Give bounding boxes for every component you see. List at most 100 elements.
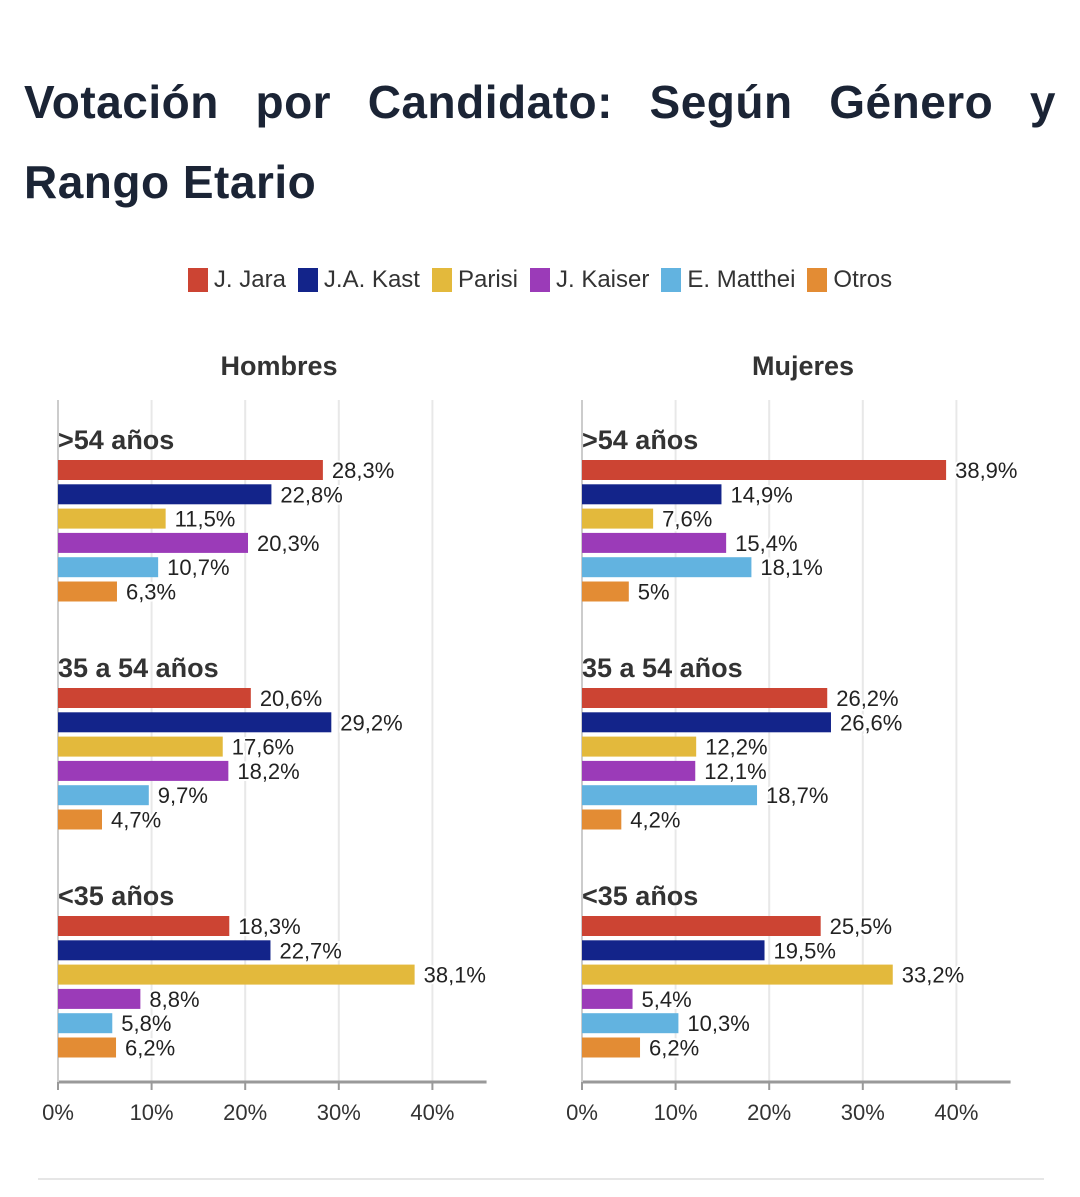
bar [582, 760, 696, 781]
data-label: 8,8% [149, 987, 199, 1012]
data-label: 18,2% [237, 759, 299, 784]
x-tick-label: 0% [42, 1100, 74, 1125]
bar [58, 988, 141, 1009]
bar [582, 532, 727, 553]
data-label: 25,5% [830, 914, 892, 939]
legend-label: E. Matthei [687, 266, 796, 293]
data-label: 6,3% [126, 580, 176, 605]
group-label: >54 años [58, 425, 174, 455]
data-label: 10,3% [687, 1011, 749, 1036]
bar [582, 964, 893, 985]
data-label: 22,8% [280, 482, 342, 507]
data-label: 33,2% [902, 963, 964, 988]
bar [582, 1037, 641, 1058]
data-label: 4,2% [630, 808, 680, 833]
x-tick-label: 20% [223, 1100, 267, 1125]
bar [58, 460, 323, 480]
data-label: 19,5% [774, 938, 836, 963]
bar [58, 688, 251, 708]
bar [58, 916, 230, 936]
legend: J. Jara J.A. Kast Parisi J. Kaiser E. Matthe… [0, 266, 1080, 294]
bar [582, 940, 765, 961]
legend-item: J.A. Kast [297, 266, 420, 294]
legend-item: E. Matthei [661, 266, 795, 294]
legend-label: Otros [833, 266, 893, 293]
bar [58, 1037, 117, 1058]
bar [582, 785, 758, 806]
x-tick-label: 30% [317, 1100, 361, 1125]
data-label: 17,6% [232, 735, 294, 760]
legend-item: J. Kaiser [529, 266, 650, 294]
chart-title: Votación por Candidato: Según Género y R… [24, 76, 1056, 208]
bar [58, 581, 117, 602]
data-label: 28,3% [332, 458, 394, 483]
legend-swatch [187, 268, 208, 292]
bar [58, 1013, 113, 1034]
bar [582, 712, 831, 733]
bar [582, 988, 633, 1009]
group-label: 35 a 54 años [58, 653, 219, 683]
data-label: 5,8% [121, 1011, 171, 1036]
data-label: 14,9% [730, 482, 792, 507]
bar [58, 964, 415, 985]
bar [58, 532, 249, 553]
data-label: 7,6% [662, 507, 712, 532]
bar [58, 736, 223, 757]
bar [582, 1013, 679, 1034]
bar [58, 557, 159, 578]
data-label: 20,6% [260, 686, 322, 711]
data-label: 10,7% [167, 555, 229, 580]
panel-title: Mujeres [752, 351, 854, 381]
data-label: 11,5% [175, 507, 236, 532]
bar [58, 940, 271, 961]
bar [58, 484, 272, 505]
data-label: 26,2% [836, 686, 898, 711]
data-label: 29,2% [340, 710, 402, 735]
bar [582, 460, 947, 480]
x-tick-label: 10% [130, 1100, 174, 1125]
group-label: <35 años [582, 881, 698, 911]
group-label: 35 a 54 años [582, 653, 743, 683]
x-tick-label: 20% [747, 1100, 791, 1125]
data-label: 9,7% [158, 783, 208, 808]
data-label: 5,4% [642, 987, 692, 1012]
data-label: 6,2% [125, 1036, 175, 1061]
bar [582, 916, 821, 936]
bar [582, 557, 752, 578]
data-label: 38,9% [955, 458, 1017, 483]
data-label: 12,2% [705, 735, 767, 760]
data-label: 26,6% [840, 710, 902, 735]
data-label: 20,3% [257, 531, 319, 556]
legend-item: Parisi [431, 266, 518, 294]
x-tick-label: 40% [934, 1100, 978, 1125]
data-label: 6,2% [649, 1036, 699, 1061]
bar [582, 736, 697, 757]
data-label: 18,1% [760, 555, 822, 580]
data-label: 18,3% [238, 914, 300, 939]
x-tick-label: 40% [410, 1100, 454, 1125]
x-tick-label: 0% [566, 1100, 598, 1125]
x-tick-label: 10% [654, 1100, 698, 1125]
bar [582, 484, 722, 505]
bar [58, 809, 102, 830]
bar [582, 508, 654, 529]
legend-item: J. Jara [187, 266, 286, 294]
data-label: 38,1% [424, 963, 486, 988]
legend-swatch [297, 268, 318, 292]
legend-swatch [807, 268, 828, 292]
bar [58, 712, 332, 733]
bar [58, 508, 166, 529]
x-tick-label: 30% [841, 1100, 885, 1125]
legend-swatch [661, 268, 682, 292]
data-label: 4,7% [111, 808, 161, 833]
legend-label: J. Jara [213, 266, 286, 293]
bar [58, 760, 229, 781]
group-label: >54 años [582, 425, 698, 455]
bar [58, 785, 149, 806]
legend-label: J. Kaiser [555, 266, 650, 293]
legend-swatch [431, 268, 452, 292]
data-label: 18,7% [766, 783, 828, 808]
group-label: <35 años [58, 881, 174, 911]
legend-label: Parisi [457, 266, 518, 293]
